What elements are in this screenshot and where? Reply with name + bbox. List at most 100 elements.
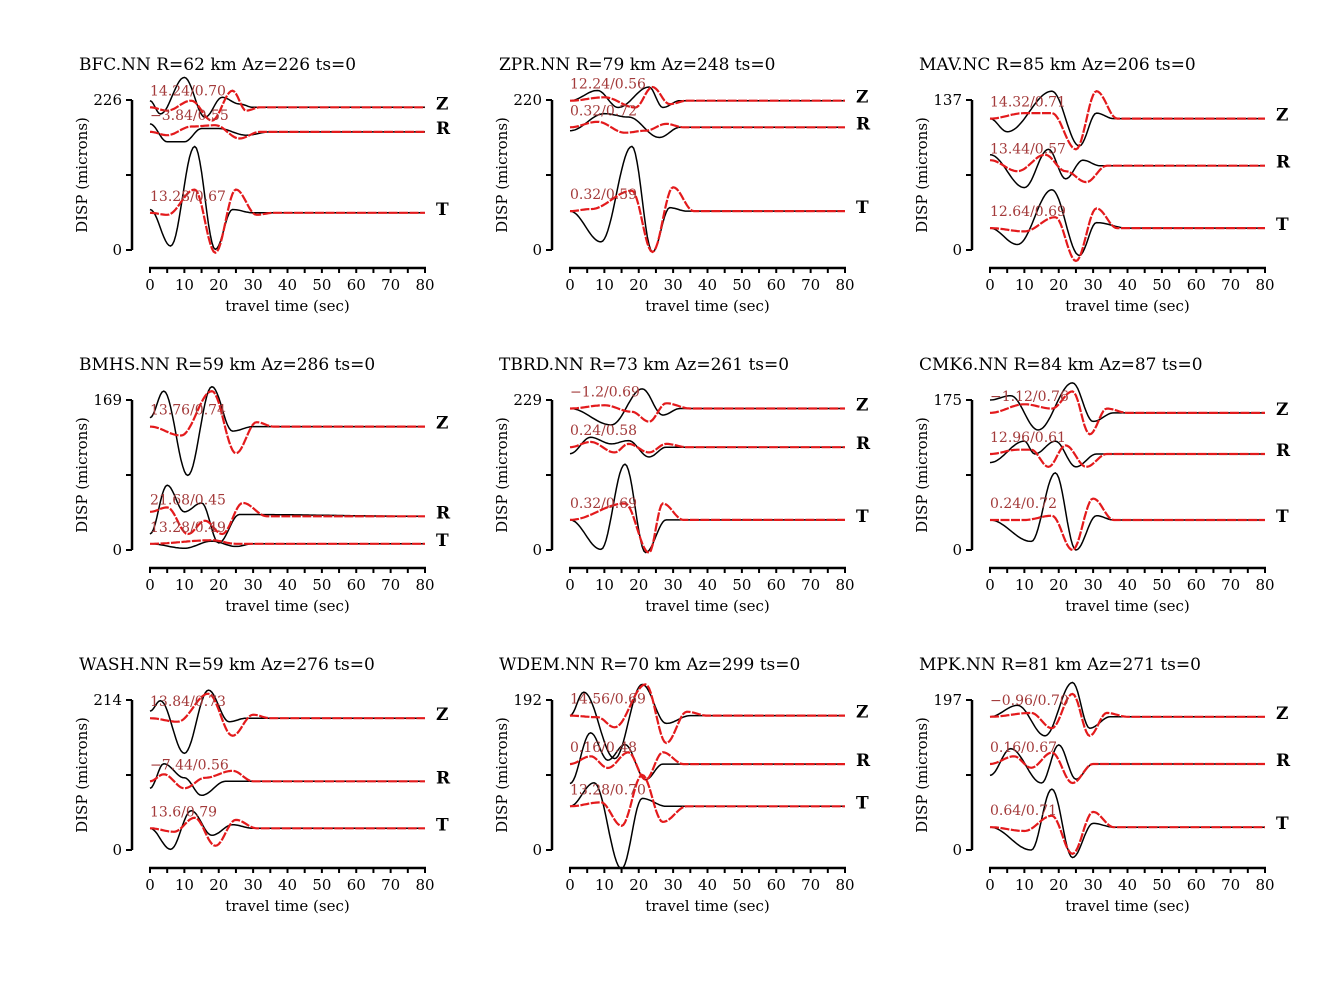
component-label: T [436,815,449,835]
x-tick-label: 60 [1187,276,1206,294]
x-tick-label: 60 [767,576,786,594]
synthetic-waveform [570,85,845,109]
y-axis-label: DISP (microns) [493,117,511,233]
synthetic-waveform [149,769,425,790]
component-label: Z [1276,400,1288,420]
x-tick-label: 60 [767,276,786,294]
synthetic-waveform [150,124,425,140]
x-tick-label: 30 [664,876,683,894]
y-axis-label: DISP (microns) [913,417,931,533]
synthetic-waveform [150,816,425,847]
x-tick-label: 60 [1187,576,1206,594]
fit-annotation: −3.84/0.55 [150,108,229,124]
synthetic-waveform [149,692,425,737]
x-tick-label: 10 [1015,576,1034,594]
fit-annotation: 13.28/0.49 [150,520,226,536]
x-tick-label: 0 [985,276,995,294]
fit-annotation: 0.32/0.59 [570,187,637,203]
y-axis-label: DISP (microns) [913,117,931,233]
x-tick-label: 60 [347,576,366,594]
fit-annotation: 13.6/0.79 [150,804,217,820]
y-tick-label: 137 [933,91,962,109]
x-tick-label: 50 [1152,276,1171,294]
x-tick-label: 20 [209,876,228,894]
panel-zpr-nn: ZPR.NN R=79 km Az=248 ts=0 220 0 DISP (micr… [493,55,871,315]
fit-annotation: 13.44/0.57 [990,142,1066,158]
fit-annotation: 13.76/0.74 [150,403,226,419]
trace-z: 12.24/0.56 Z [569,77,868,109]
y-tick-label: 169 [93,391,122,409]
x-tick-label: 0 [565,576,575,594]
x-axis-label: travel time (sec) [645,597,769,615]
y-tick-label: 220 [513,91,542,109]
trace-r: 12.96/0.61 R [989,430,1291,469]
x-tick-label: 10 [175,276,194,294]
x-tick-label: 10 [595,876,614,894]
x-tick-label: 50 [312,876,331,894]
fit-annotation: 0.24/0.72 [990,496,1057,512]
fit-annotation: 12.24/0.56 [570,77,646,93]
trace-z: −1.2/0.69 Z [569,385,868,426]
observed-waveform [989,681,1265,737]
trace-r: 0.32/0.72 R [569,103,871,139]
x-tick-label: 60 [1187,876,1206,894]
synthetic-waveform [989,751,1265,785]
synthetic-waveform [570,402,845,423]
x-tick-label: 20 [629,876,648,894]
y-tick-label: 229 [513,391,542,409]
fit-annotation: 14.24/0.70 [150,83,226,99]
synthetic-waveform [149,188,425,255]
component-label: R [436,119,451,139]
y-axis-label: DISP (microns) [493,717,511,833]
x-tick-label: 50 [1152,876,1171,894]
component-label: Z [1276,704,1288,724]
y-tick-label: 0 [532,241,542,259]
x-tick-label: 0 [565,876,575,894]
y-tick-label: 214 [93,691,122,709]
x-axis-label: travel time (sec) [1065,297,1189,315]
component-label: Z [1276,106,1288,126]
trace-r: 0.16/0.48 R [569,731,871,785]
trace-z: 13.76/0.74 Z [149,385,448,477]
trace-t: 13.28/0.67 T [149,145,449,255]
synthetic-waveform [149,501,425,536]
panel-mav-nc: MAV.NC R=85 km Az=206 ts=0 137 0 DISP (micr… [913,55,1291,315]
synthetic-waveform [990,810,1265,855]
y-tick-label: 0 [952,841,962,859]
x-tick-label: 40 [1118,576,1137,594]
panel-mpk-nn: MPK.NN R=81 km Az=271 ts=0 197 0 DISP (micr… [913,655,1291,915]
x-tick-label: 70 [801,276,820,294]
component-label: T [436,531,449,551]
synthetic-waveform [569,120,845,134]
synthetic-waveform [990,90,1265,151]
x-tick-label: 0 [985,876,995,894]
synthetic-waveform [149,389,425,455]
x-tick-label: 80 [1255,876,1274,894]
synthetic-waveform [569,502,845,554]
component-label: Z [436,705,448,725]
panel-cmk6-nn: CMK6.NN R=84 km Az=87 ts=0 175 0 DISP (micr… [913,355,1291,615]
component-label: R [1276,153,1291,173]
synthetic-waveform [569,440,845,454]
y-tick-label: 0 [952,241,962,259]
trace-r: −7.44/0.56 R [149,757,451,797]
trace-t: 0.32/0.69 T [569,463,869,554]
trace-r: 0.24/0.58 R [569,423,871,458]
x-tick-label: 50 [312,276,331,294]
trace-r: 21.68/0.45 R [149,484,451,544]
x-axis-label: travel time (sec) [645,897,769,915]
x-tick-label: 20 [209,576,228,594]
synthetic-waveform [570,683,845,745]
component-label: R [436,768,451,788]
panel-title: CMK6.NN R=84 km Az=87 ts=0 [919,355,1203,375]
x-tick-label: 70 [381,576,400,594]
x-tick-label: 50 [732,276,751,294]
x-tick-label: 30 [664,276,683,294]
synthetic-waveform [990,444,1265,469]
x-tick-label: 20 [629,276,648,294]
panel-tbrd-nn: TBRD.NN R=73 km Az=261 ts=0 229 0 DISP (mic… [493,355,871,615]
x-tick-label: 20 [1049,276,1068,294]
component-label: T [856,198,869,218]
x-axis-label: travel time (sec) [225,297,349,315]
x-tick-label: 70 [1221,276,1240,294]
